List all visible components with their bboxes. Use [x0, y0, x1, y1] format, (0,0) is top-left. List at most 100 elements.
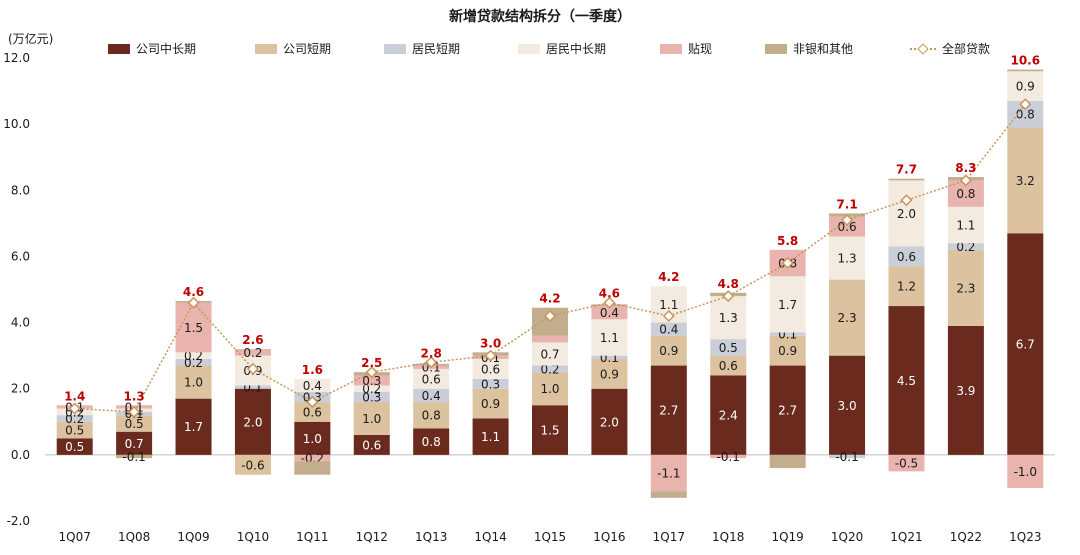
- bar-corp_long: [175, 398, 212, 455]
- bar-corp_long: [294, 421, 331, 455]
- data-label-res_long: 2.0: [897, 207, 916, 221]
- data-label-corp_long: 6.7: [1016, 338, 1035, 352]
- legend-item-discount: 贴现: [660, 40, 712, 57]
- bar-res_long: [769, 276, 806, 333]
- total-point-marker: [543, 309, 557, 322]
- data-label-corp_short: 1.0: [540, 382, 559, 396]
- bar-res_short: [353, 392, 390, 402]
- data-label-corp_long: 2.0: [600, 415, 619, 429]
- data-label-discount: 0.3: [362, 374, 381, 388]
- bar-corp_long: [888, 306, 925, 455]
- total-value-label: 8.3: [955, 161, 976, 175]
- bar-res_long: [175, 352, 212, 359]
- bar-corp_short: [116, 415, 153, 432]
- bar-res_long: [413, 368, 450, 389]
- legend-swatch-corp_long: [108, 43, 130, 54]
- y-axis-unit-label: (万亿元): [8, 32, 54, 46]
- data-label-corp_long: 1.7: [184, 420, 203, 434]
- total-value-label: 1.4: [64, 389, 85, 403]
- bar-corp_short: [829, 279, 866, 356]
- total-point-marker: [722, 290, 735, 303]
- legend-swatch-total: [910, 44, 936, 54]
- bar-res_short: [591, 355, 628, 359]
- data-label-corp_short: 1.2: [897, 280, 916, 294]
- legend-item-res_long: 居民中长期: [518, 40, 606, 57]
- data-label-corp_long: 1.0: [303, 432, 322, 446]
- bar-res_long: [532, 342, 568, 366]
- data-label-res_long: 0.6: [422, 372, 441, 386]
- data-label-corp_long: 2.0: [243, 415, 262, 429]
- bar-res_long: [829, 236, 866, 280]
- data-label-res_short: 0.2: [540, 362, 559, 376]
- bar-corp_long: [234, 388, 271, 455]
- total-point-marker: [900, 194, 913, 207]
- data-label-corp_long: 2.7: [778, 404, 797, 418]
- data-label-corp_long: 2.7: [659, 404, 678, 418]
- bar-corp_long: [532, 405, 568, 455]
- bar-res_long: [888, 180, 925, 247]
- data-label-corp_long: 0.5: [65, 440, 84, 454]
- bar-res_short: [650, 322, 687, 336]
- total-point-marker: [959, 174, 972, 187]
- x-tick-label: 1Q21: [890, 530, 922, 544]
- bar-corp_long: [591, 388, 628, 455]
- bar-corp_short: [175, 365, 212, 399]
- bar-corp_long: [353, 435, 390, 455]
- data-label-corp_short: 1.0: [362, 412, 381, 426]
- data-label-corp_long: 0.7: [125, 437, 144, 451]
- bar-discount: [532, 335, 568, 343]
- bar-res_short: [234, 385, 271, 389]
- x-tick-label: 1Q15: [534, 530, 566, 544]
- data-label-res_long: 0.7: [540, 347, 559, 361]
- data-label-corp_short: 0.6: [303, 405, 322, 419]
- data-label-corp_short: 0.8: [422, 409, 441, 423]
- bar-nonbank: [294, 461, 331, 475]
- bar-corp_short: [413, 401, 450, 429]
- x-tick-label: 1Q08: [118, 530, 150, 544]
- data-label-res_long: 0.2: [362, 382, 381, 396]
- legend-item-corp_short: 公司短期: [255, 40, 331, 57]
- legend-swatch-nonbank: [765, 43, 787, 54]
- data-label-discount: 0.2: [243, 346, 262, 360]
- x-tick-label: 1Q16: [593, 530, 625, 544]
- total-value-label: 4.6: [183, 285, 204, 299]
- data-label-corp_long: 1.5: [540, 424, 559, 438]
- legend-item-nonbank: 非银和其他: [765, 40, 853, 57]
- data-label-corp_short: 2.3: [838, 311, 857, 325]
- data-label-corp_short: 1.0: [184, 376, 203, 390]
- data-label-discount: 0.4: [600, 306, 619, 320]
- data-label-discount: 0.8: [956, 187, 975, 201]
- legend-swatch-res_long: [518, 43, 540, 54]
- bar-corp_short: [472, 388, 509, 419]
- y-tick-label: 10.0: [3, 117, 30, 131]
- data-label-discount: 0.6: [838, 220, 857, 234]
- legend-label-discount: 贴现: [688, 42, 713, 56]
- data-label-corp_long: 3.0: [838, 399, 857, 413]
- data-label-res_long: 0.6: [481, 362, 500, 376]
- legend-swatch-corp_short: [255, 43, 277, 54]
- bar-res_short: [829, 454, 866, 459]
- bar-nonbank: [888, 178, 925, 181]
- bar-res_long: [710, 296, 747, 340]
- legend-label-corp_short: 公司短期: [283, 42, 332, 56]
- legend-item-total: 全部贷款: [910, 40, 990, 57]
- x-tick-label: 1Q10: [237, 530, 269, 544]
- legend-label-corp_long: 公司中长期: [136, 42, 197, 56]
- bar-res_long: [1007, 71, 1044, 101]
- bar-corp_long: [56, 438, 93, 455]
- total-value-label: 7.1: [836, 197, 857, 211]
- bar-res_short: [472, 378, 509, 389]
- bar-res_long: [472, 358, 509, 379]
- data-label-res_short: 0.2: [956, 240, 975, 254]
- data-label-res_short: 0.4: [659, 323, 678, 337]
- data-label-corp_short: 0.9: [778, 344, 797, 358]
- y-tick-label: -2.0: [7, 514, 30, 528]
- bar-nonbank: [1007, 69, 1044, 72]
- legend-swatch-discount: [660, 43, 682, 54]
- data-label-corp_long: 1.1: [481, 430, 500, 444]
- total-value-label: 10.6: [1010, 54, 1040, 68]
- data-label-corp_long: 0.8: [422, 435, 441, 449]
- total-value-label: 2.5: [361, 356, 382, 370]
- total-point-marker: [425, 356, 438, 369]
